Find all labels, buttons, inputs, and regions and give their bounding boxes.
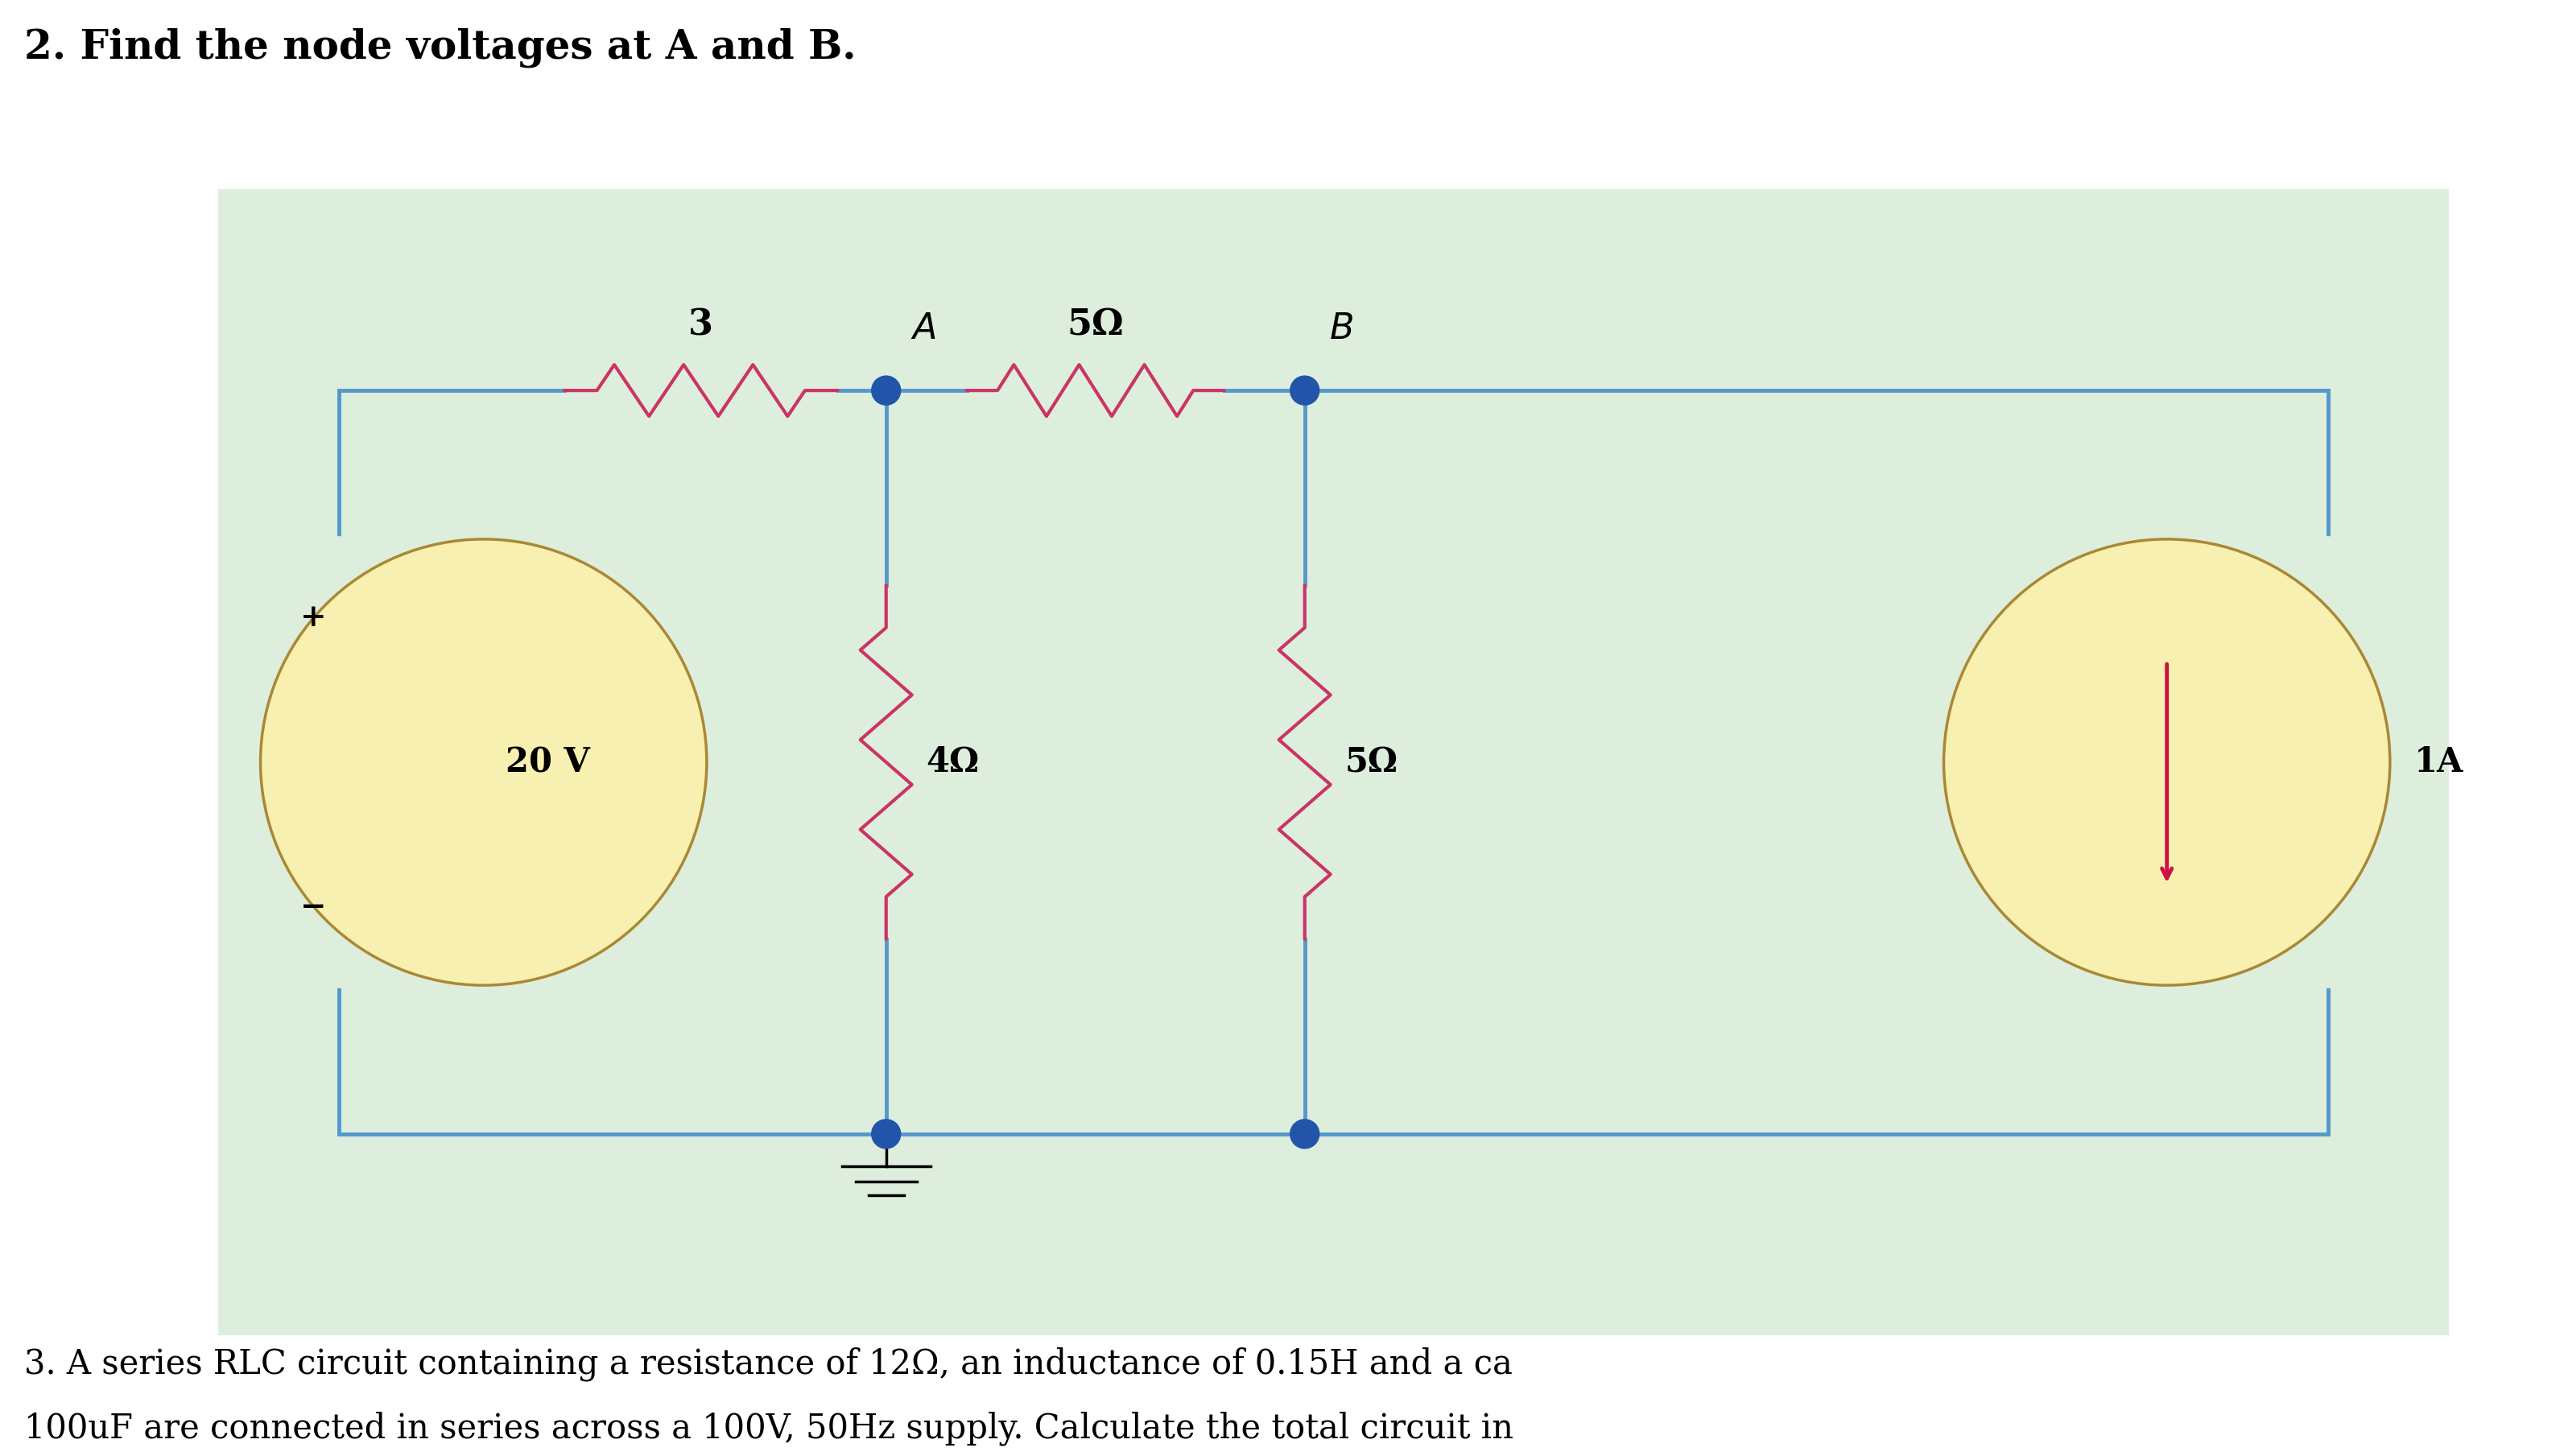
Text: 2. Find the node voltages at A and B.: 2. Find the node voltages at A and B. [23, 28, 856, 68]
Text: 5Ω: 5Ω [1346, 745, 1397, 779]
Text: 5Ω: 5Ω [1067, 307, 1123, 342]
Circle shape [872, 376, 900, 405]
Text: 3. A series RLC circuit containing a resistance of 12Ω, an inductance of 0.15H a: 3. A series RLC circuit containing a res… [23, 1347, 1513, 1382]
Circle shape [1290, 376, 1320, 405]
Text: 20 V: 20 V [505, 745, 590, 779]
Circle shape [1944, 539, 2390, 986]
FancyBboxPatch shape [218, 189, 2449, 1335]
Circle shape [872, 1120, 900, 1149]
Text: 1A: 1A [2415, 745, 2464, 779]
Circle shape [1290, 1120, 1320, 1149]
Text: 4Ω: 4Ω [926, 745, 979, 779]
Text: $A$: $A$ [910, 312, 936, 347]
Text: −: − [300, 893, 326, 923]
Text: $B$: $B$ [1328, 312, 1354, 347]
Text: 3: 3 [690, 307, 713, 342]
Text: +: + [300, 601, 326, 632]
Text: 100uF are connected in series across a 100V, 50Hz supply. Calculate the total ci: 100uF are connected in series across a 1… [23, 1412, 1513, 1446]
Circle shape [262, 539, 708, 986]
